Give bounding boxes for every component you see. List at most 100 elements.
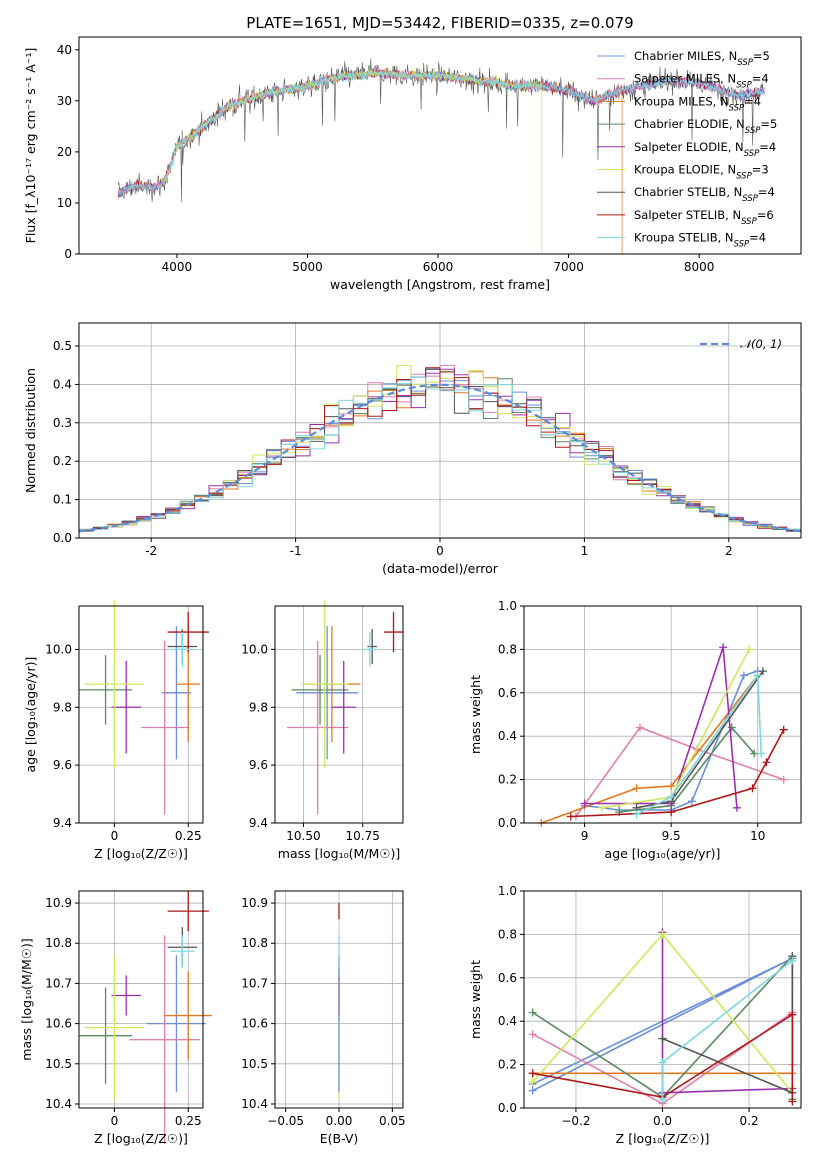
- weight_vs_Z-panel: −0.2 0.0 0.2 0.0 0.2 0.4 0.6 0.8 1.0 Z [log₁₀(Z/Z…: [468, 884, 802, 1146]
- error-point: [331, 660, 356, 754]
- spectrum-x-axis-label: wavelength [Angstrom, rest frame]: [330, 277, 550, 292]
- x-tick-label: 7000: [553, 260, 584, 274]
- error-point: [167, 891, 209, 932]
- y-tick-label: 10.5: [45, 1057, 72, 1071]
- weight-marker: [762, 758, 771, 767]
- weight-marker: [658, 930, 667, 939]
- y-tick-label: 1.0: [498, 884, 517, 898]
- x-tick-label: 2: [725, 544, 733, 558]
- y-tick-label: 0.3: [53, 416, 72, 430]
- y-tick-label: 0.8: [498, 927, 517, 941]
- weight-line: [575, 726, 784, 817]
- error-point: [84, 955, 144, 1100]
- y-tick-label: 0.5: [53, 339, 72, 353]
- mass_vs_ebv-x-axis-label: E(B-V): [320, 1131, 359, 1146]
- y-tick-label: 9.8: [249, 700, 268, 714]
- error-point: [301, 600, 349, 769]
- weight-marker: [750, 749, 759, 758]
- weight-marker: [757, 749, 766, 758]
- y-tick-label: 10.9: [45, 896, 72, 910]
- age_vs_mass-axes-frame: [274, 605, 404, 824]
- weight-marker: [597, 803, 606, 812]
- weight_vs_Z-plot-area: [528, 928, 797, 1108]
- x-tick-label: -1: [290, 544, 302, 558]
- age_vs_Z-axes-frame: [78, 605, 204, 824]
- x-tick-label: 6000: [423, 260, 454, 274]
- x-tick-label: 0.00: [326, 1114, 353, 1128]
- y-tick-label: 0.4: [498, 729, 517, 743]
- error-point: [141, 640, 189, 815]
- spectrum-plot-area: [117, 58, 765, 254]
- y-tick-label: 20: [57, 145, 72, 159]
- x-tick-label: 8000: [684, 260, 715, 274]
- weight-marker: [528, 1030, 537, 1039]
- y-tick-label: 9.4: [53, 816, 72, 830]
- y-tick-label: 0.2: [498, 773, 517, 787]
- residual-histogram: [79, 376, 801, 530]
- weight_vs_age-axes-frame: [523, 605, 802, 824]
- x-tick-label: 0.25: [175, 829, 202, 843]
- spectrum-axes-frame: [78, 36, 802, 255]
- y-tick-label: 10.0: [45, 642, 72, 656]
- y-tick-label: 0.0: [498, 1101, 517, 1115]
- weight-marker: [528, 1077, 537, 1086]
- y-tick-label: 10.6: [241, 1017, 268, 1031]
- residuals-plot-area: [78, 364, 802, 533]
- legend-entry: Kroupa ELODIE, NSSP=3: [634, 163, 769, 182]
- x-tick-label: 0: [111, 1114, 119, 1128]
- weight-marker: [667, 808, 676, 817]
- weight-marker: [748, 784, 757, 793]
- weight-marker: [739, 671, 748, 680]
- mass_vs_Z-plot-area: [79, 891, 212, 1145]
- age_vs_mass-plot-area: [286, 600, 403, 815]
- weight-marker: [788, 956, 797, 965]
- weight_vs_age-panel: 9 9.5 10 0.0 0.2 0.4 0.6 0.8 1.0 age [log₁₀(age/y…: [468, 599, 802, 861]
- weight-marker: [658, 1058, 667, 1067]
- error-point: [291, 655, 349, 725]
- weight-line: [661, 959, 793, 1100]
- weight-marker: [528, 1069, 537, 1078]
- spectrum-panel: 4000 5000 6000 7000 8000 0 10 20 30 40 wavelength …: [23, 36, 802, 292]
- spectrum-line: [117, 69, 623, 254]
- y-tick-label: 10.7: [241, 976, 268, 990]
- gaussian-curve: [78, 383, 802, 533]
- y-tick-label: 10.4: [241, 1097, 268, 1111]
- residuals-legend: 𝒩(0, 1): [700, 337, 782, 351]
- y-tick-label: 0.8: [498, 642, 517, 656]
- weight-line: [601, 649, 750, 809]
- weight-marker: [658, 1095, 667, 1104]
- weight-marker: [745, 645, 754, 654]
- weight-marker: [635, 723, 644, 732]
- mass_vs_ebv-panel: −0.05 0.00 0.05 10.4 10.5 10.6 10.7 10.8 10.9 E(B…: [241, 890, 406, 1146]
- y-tick-label: 0.6: [498, 971, 517, 985]
- error-point: [161, 626, 192, 760]
- x-tick-label: 1: [581, 544, 589, 558]
- mass_vs_Z-panel: 0 0.25 10.4 10.5 10.6 10.7 10.8 10.9 Z [log₁₀(Z/…: [19, 890, 212, 1146]
- legend-entry: Chabrier ELODIE, NSSP=5: [634, 117, 777, 136]
- x-tick-label: 10.75: [346, 829, 380, 843]
- weight-marker: [687, 797, 696, 806]
- age_vs_Z-x-axis-label: Z [log₁₀(Z/Z☉)]: [94, 846, 188, 861]
- weight-line: [636, 673, 762, 816]
- weight-marker: [788, 1097, 797, 1106]
- weight-marker: [580, 799, 589, 808]
- x-tick-label: 0.05: [379, 1114, 406, 1128]
- x-tick-label: 10.50: [286, 829, 320, 843]
- age_vs_mass-x-axis-label: mass [log₁₀(M/M☉)]: [278, 846, 400, 861]
- spectrum-line: [117, 69, 765, 195]
- residuals-x-axis-label: (data-model)/error: [382, 561, 499, 576]
- x-tick-label: -2: [145, 544, 157, 558]
- x-tick-label: 0: [111, 829, 119, 843]
- age_vs_Z-panel: 0 0.25 9.4 9.6 9.8 10.0 Z [log₁₀(Z/Z☉)] age [lo…: [23, 600, 209, 861]
- error-point: [79, 655, 133, 725]
- mass_vs_Z-axes-frame: [78, 890, 204, 1109]
- weight-line: [541, 674, 759, 824]
- x-tick-label: 9.5: [662, 829, 681, 843]
- weight-line: [584, 670, 758, 811]
- x-tick-label: 10: [750, 829, 765, 843]
- y-tick-label: 10.0: [241, 642, 268, 656]
- error-point: [146, 955, 206, 1092]
- legend-entry: Chabrier MILES, NSSP=5: [634, 49, 770, 68]
- legend-entry: Salpeter ELODIE, NSSP=4: [634, 140, 776, 159]
- y-tick-label: 0: [64, 247, 72, 261]
